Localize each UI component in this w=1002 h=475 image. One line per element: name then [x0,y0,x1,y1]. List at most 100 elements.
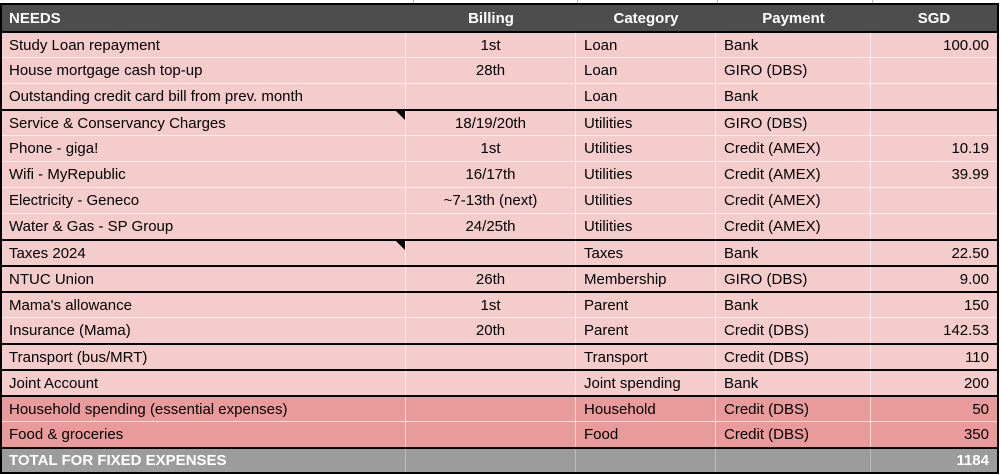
cell-billing[interactable]: 18/19/20th [406,111,576,135]
cell-billing[interactable]: 26th [406,267,576,291]
cell-category[interactable]: Joint spending [576,371,716,395]
cell-payment[interactable]: Bank [716,33,871,57]
header-cell-billing[interactable]: Billing [468,9,514,27]
header-cell-payment[interactable]: Payment [762,9,825,27]
gridline-tick [872,0,873,3]
cell-needs[interactable]: NTUC Union [2,267,406,291]
cell-category[interactable]: Parent [576,293,716,317]
cell-needs[interactable]: Study Loan repayment [2,33,406,57]
cell-payment[interactable]: Credit (DBS) [716,345,871,369]
note-indicator-icon [396,111,405,120]
total-label-cell[interactable]: TOTAL FOR FIXED EXPENSES [2,449,406,472]
cell-sgd[interactable] [871,84,997,109]
total-empty-cell[interactable] [406,449,576,472]
cell-category[interactable]: Transport [576,345,716,369]
cell-payment[interactable]: Bank [716,84,871,109]
cell-payment[interactable]: Bank [716,241,871,265]
cell-needs[interactable]: Water & Gas - SP Group [2,214,406,239]
cell-sgd[interactable]: 22.50 [951,244,989,262]
cell-payment[interactable]: Credit (AMEX) [716,136,871,161]
cell-payment[interactable]: Bank [716,293,871,317]
cell-billing[interactable]: 28th [406,58,576,83]
cell-billing[interactable]: ~7-13th (next) [406,188,576,213]
cell-category[interactable]: Loan [576,33,716,57]
cell-needs[interactable]: House mortgage cash top-up [2,58,406,83]
cell-billing[interactable]: 1st [406,293,576,317]
cell-billing[interactable] [406,397,576,421]
cell-billing[interactable]: 16/17th [406,162,576,187]
cell-category[interactable]: Utilities [576,214,716,239]
cell-payment[interactable]: Credit (DBS) [716,397,871,421]
header-cell-category[interactable]: Category [613,9,679,27]
cell-billing[interactable] [406,84,576,109]
cell-needs[interactable]: Mama's allowance [2,293,406,317]
cell-billing[interactable]: 1st [406,33,576,57]
cell-category[interactable]: Loan [576,58,716,83]
cell-sgd[interactable]: 39.99 [951,166,989,183]
table-row: Mama's allowance 1st Parent Bank 150 [2,291,997,317]
header-cell-needs[interactable]: NEEDS [9,9,61,27]
cell-payment[interactable]: Credit (AMEX) [716,214,871,239]
cell-billing[interactable]: 1st [406,136,576,161]
cell-category[interactable]: Utilities [576,162,716,187]
cell-billing[interactable]: 20th [406,318,576,343]
cell-sgd[interactable]: 200 [963,374,989,392]
cell-category[interactable]: Loan [576,84,716,109]
gridline-tick [413,0,414,3]
cell-sgd[interactable]: 100.00 [943,36,989,54]
cell-category[interactable]: Taxes [576,241,716,265]
cell-needs[interactable]: Household spending (essential expenses) [2,397,406,421]
cell-needs[interactable]: Service & Conservancy Charges [2,111,406,135]
cell-needs[interactable]: Taxes 2024 [2,241,406,265]
cell-sgd[interactable] [871,58,997,83]
cell-sgd[interactable]: 150 [963,296,989,314]
total-empty-cell[interactable] [716,449,871,472]
table-row: Wifi - MyRepublic 16/17th Utilities Credit … [2,161,997,187]
cell-category[interactable]: Membership [576,267,716,291]
cell-needs[interactable]: Insurance (Mama) [2,318,406,343]
cell-sgd[interactable]: 10.19 [951,140,989,157]
cell-sgd[interactable]: 142.53 [943,322,989,339]
cell-billing[interactable] [406,422,576,447]
cell-sgd[interactable] [871,188,997,213]
cell-sgd[interactable] [871,111,997,135]
table-row: Service & Conservancy Charges 18/19/20th U… [2,109,997,135]
table-row: NTUC Union 26th Membership GIRO (DBS) 9.00 [2,265,997,291]
cell-category[interactable]: Parent [576,318,716,343]
cell-billing[interactable] [406,241,576,265]
cell-category[interactable]: Utilities [576,188,716,213]
cell-needs[interactable]: Outstanding credit card bill from prev. … [2,84,406,109]
cell-sgd[interactable]: 9.00 [959,270,989,288]
cell-category[interactable]: Household [576,397,716,421]
cell-needs[interactable]: Wifi - MyRepublic [2,162,406,187]
cell-needs[interactable]: Food & groceries [2,422,406,447]
cell-billing[interactable]: 24/25th [406,214,576,239]
total-value-cell[interactable]: 1184 [956,452,989,469]
cell-needs[interactable]: Joint Account [2,371,406,395]
total-empty-cell[interactable] [576,449,716,472]
cell-category[interactable]: Food [576,422,716,447]
cell-payment[interactable]: Bank [716,371,871,395]
header-cell-sgd[interactable]: SGD [917,9,951,27]
cell-billing[interactable] [406,371,576,395]
cell-payment[interactable]: GIRO (DBS) [716,111,871,135]
table-header-row: NEEDS Billing Category Payment SGD [2,5,997,31]
cell-sgd[interactable]: 350 [963,426,989,443]
cell-payment[interactable]: Credit (DBS) [716,318,871,343]
cell-needs[interactable]: Transport (bus/MRT) [2,345,406,369]
cell-sgd[interactable]: 110 [965,348,989,366]
cell-payment[interactable]: Credit (DBS) [716,422,871,447]
cell-needs[interactable]: Phone - giga! [2,136,406,161]
cell-payment[interactable]: GIRO (DBS) [716,267,871,291]
cell-payment[interactable]: Credit (AMEX) [716,162,871,187]
cell-payment[interactable]: Credit (AMEX) [716,188,871,213]
table-row: Water & Gas - SP Group 24/25th Utilities Cr… [2,213,997,239]
cell-payment[interactable]: GIRO (DBS) [716,58,871,83]
cell-category[interactable]: Utilities [576,111,716,135]
cell-billing[interactable] [406,345,576,369]
cell-needs[interactable]: Electricity - Geneco [2,188,406,213]
cell-category[interactable]: Utilities [576,136,716,161]
cell-sgd[interactable]: 50 [972,400,989,418]
table-row: Food & groceries Food Credit (DBS) 350 [2,421,997,447]
cell-sgd[interactable] [871,214,997,239]
